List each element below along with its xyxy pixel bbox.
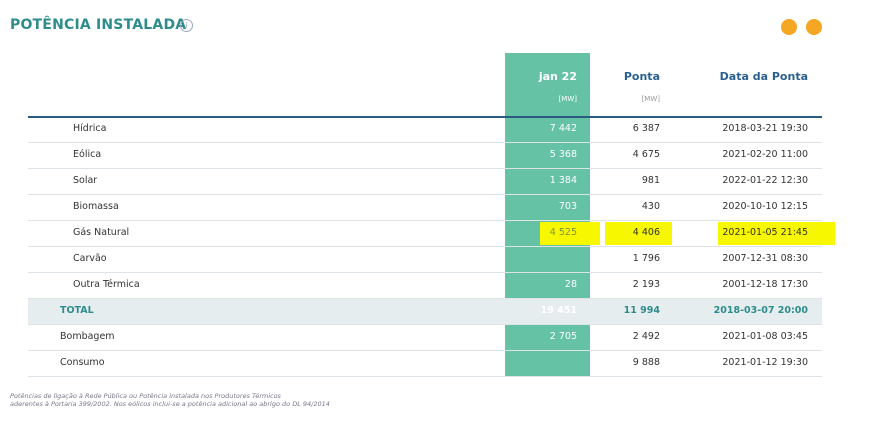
row-label: Gás Natural <box>73 227 130 238</box>
cell-value: 4 525 <box>549 227 577 238</box>
cell-peak: 981 <box>641 175 660 186</box>
row-label: Bombagem <box>60 331 115 342</box>
cell-peak: 2 492 <box>632 331 660 342</box>
cell-date: 2018-03-21 19:30 <box>722 123 808 134</box>
highlight <box>718 222 835 245</box>
column-unit: [MW] <box>558 95 577 103</box>
column-title: Ponta <box>623 70 660 83</box>
row-label: Eólica <box>73 149 102 160</box>
cell-value: 1 384 <box>549 175 577 186</box>
current-column-bg <box>505 53 590 377</box>
cell-date: 2007-12-31 08:30 <box>722 253 808 264</box>
download-button[interactable] <box>806 19 822 35</box>
header-rule <box>28 116 822 118</box>
row-label: Consumo <box>60 357 105 368</box>
column-title: jan 22 <box>538 70 577 83</box>
footnote: Potências de ligação à Rede Pública ou P… <box>10 392 330 408</box>
row-label: TOTAL <box>60 305 94 316</box>
row-rule <box>28 298 822 299</box>
row-rule <box>28 220 822 221</box>
cell-date: 2001-12-18 17:30 <box>722 279 808 290</box>
info-icon[interactable]: i <box>180 19 193 32</box>
row-rule <box>28 168 822 169</box>
cell-peak: 4 675 <box>632 149 660 160</box>
cell-date: 2021-02-20 11:00 <box>722 149 808 160</box>
cell-peak: 11 994 <box>623 305 660 316</box>
cell-value: 19 451 <box>540 305 577 316</box>
row-label: Solar <box>73 175 98 186</box>
total-row-bg <box>28 298 822 324</box>
row-rule <box>28 376 822 377</box>
row-label: Hídrica <box>73 123 107 134</box>
cell-value: 703 <box>558 201 577 212</box>
cell-peak: 1 796 <box>632 253 660 264</box>
share-button[interactable] <box>781 19 797 35</box>
column-title: Data da Ponta <box>719 70 808 83</box>
row-label: Outra Térmica <box>73 279 140 290</box>
cell-peak: 430 <box>641 201 660 212</box>
row-label: Biomassa <box>73 201 119 212</box>
cell-peak: 9 888 <box>632 357 660 368</box>
cell-date: 2018-03-07 20:00 <box>713 305 808 316</box>
footnote-line: Potências de ligação à Rede Pública ou P… <box>10 392 281 400</box>
row-rule <box>28 142 822 143</box>
cell-value: 7 442 <box>549 123 577 134</box>
row-label: Carvão <box>73 253 107 264</box>
cell-date: 2021-01-08 03:45 <box>722 331 808 342</box>
cell-value: 2 705 <box>549 331 577 342</box>
highlight <box>605 222 672 245</box>
cell-peak: 4 406 <box>632 227 660 238</box>
row-rule <box>28 246 822 247</box>
cell-value: 5 368 <box>549 149 577 160</box>
column-unit: [MW] <box>641 95 660 103</box>
footnote-line: aderentes à Portaria 399/2002. Nos eólic… <box>10 400 330 408</box>
cell-date: 2022-01-22 12:30 <box>722 175 808 186</box>
row-rule <box>28 194 822 195</box>
row-rule <box>28 350 822 351</box>
cell-date: 2021-01-05 21:45 <box>722 227 808 238</box>
row-rule <box>28 272 822 273</box>
row-rule <box>28 324 822 325</box>
cell-date: 2021-01-12 19:30 <box>722 357 808 368</box>
cell-peak: 2 193 <box>632 279 660 290</box>
cell-date: 2020-10-10 12:15 <box>722 201 808 212</box>
title: POTÊNCIA INSTALADA <box>10 17 187 33</box>
cell-value: 28 <box>564 279 577 290</box>
highlight <box>540 222 600 245</box>
cell-peak: 6 387 <box>632 123 660 134</box>
